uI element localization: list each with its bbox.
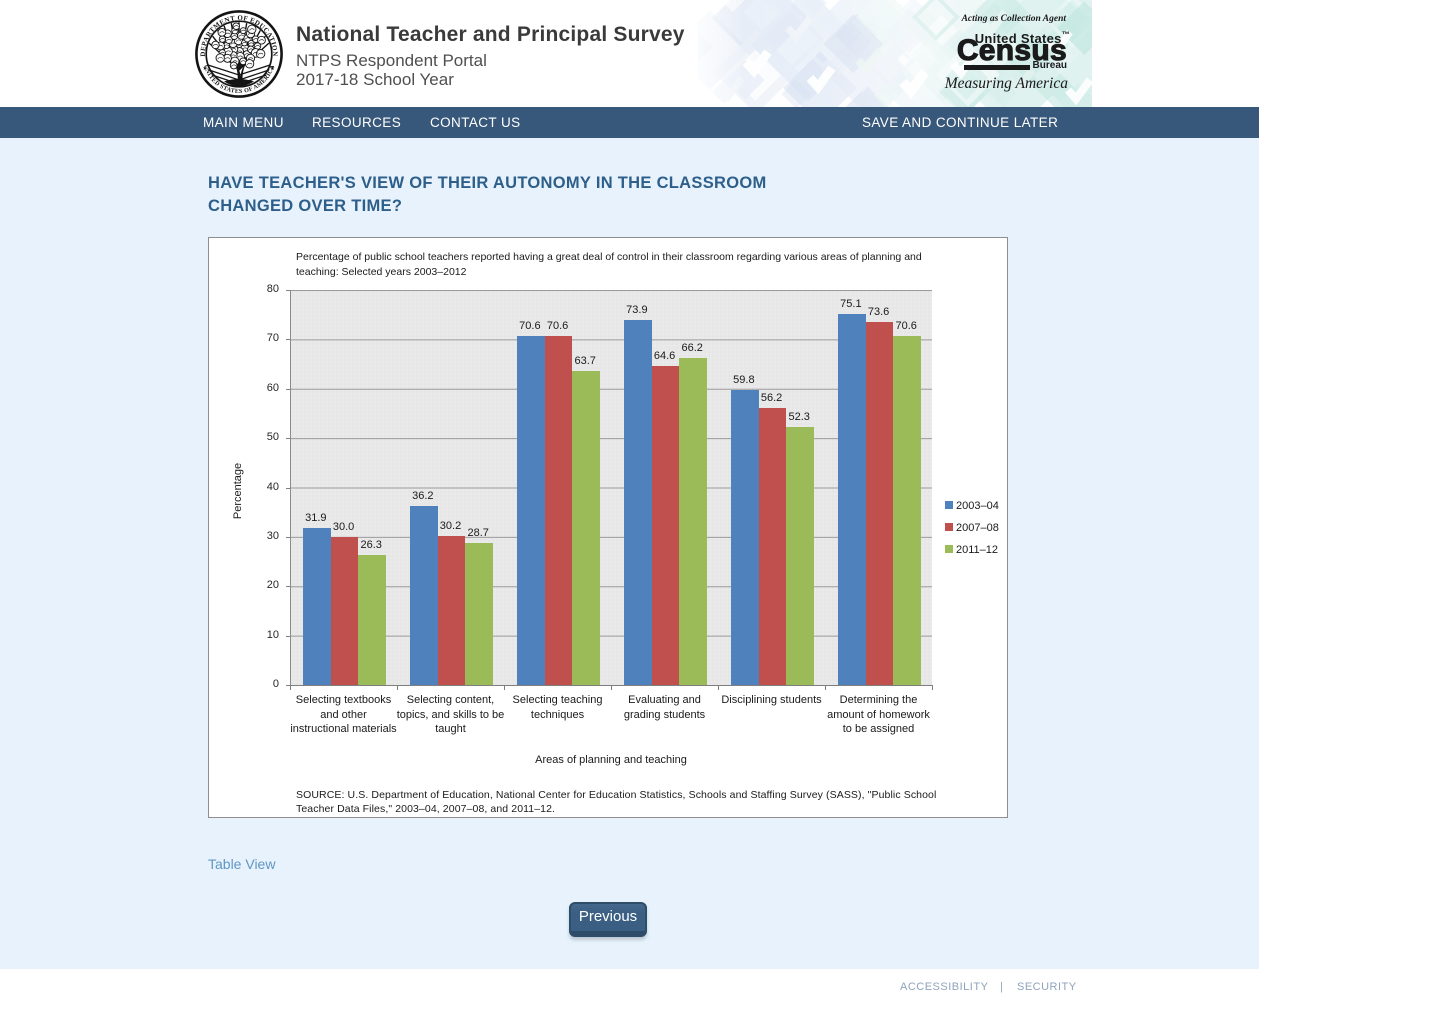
svg-text:★: ★ [203, 65, 208, 72]
svg-text:★: ★ [270, 65, 275, 72]
